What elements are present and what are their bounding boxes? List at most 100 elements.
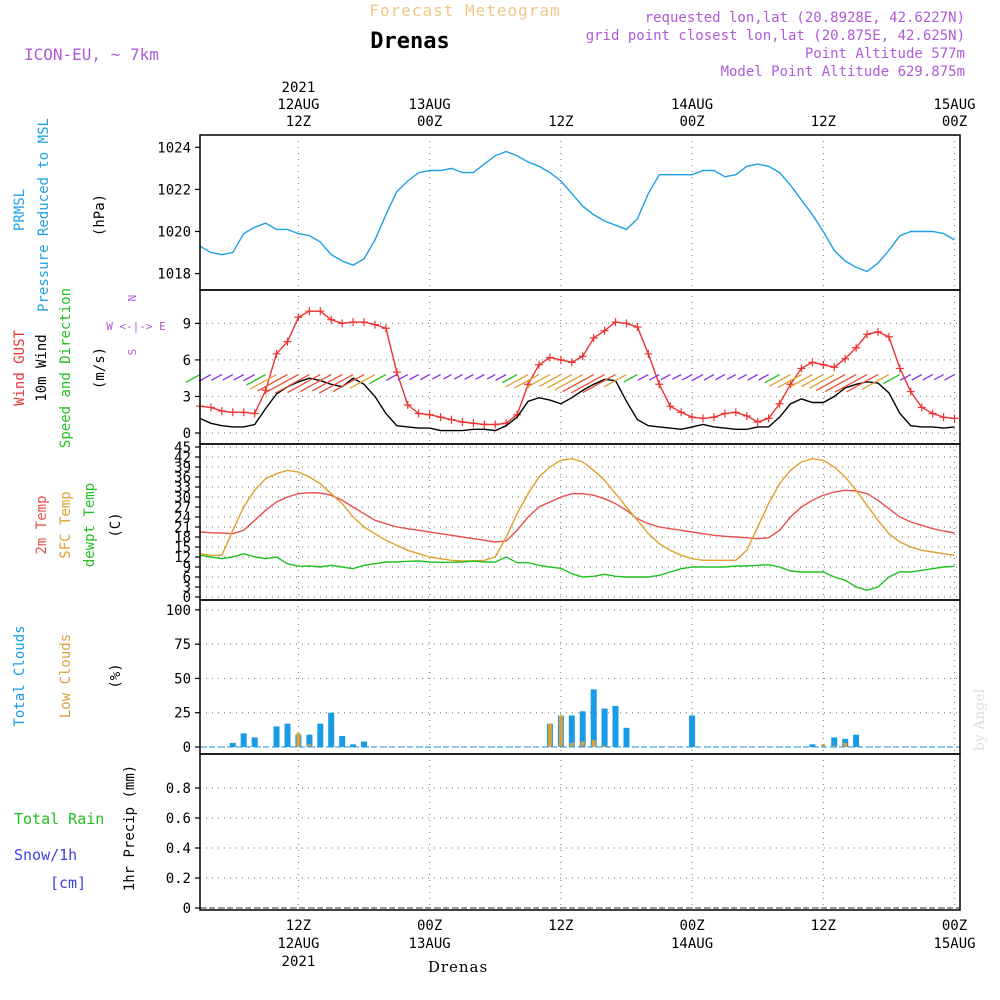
- wind-arrow: [547, 373, 573, 389]
- ytick-label-temp: 18: [174, 530, 191, 546]
- wind-arrow: [222, 373, 234, 381]
- compass-row: W <-|-> E: [106, 320, 166, 333]
- bar-low-clouds: [821, 744, 826, 747]
- gust-point: [228, 408, 237, 417]
- gust-point: [841, 354, 850, 363]
- wind-arrow: [582, 373, 616, 394]
- rain-label: Total Rain: [14, 810, 104, 828]
- gust-point: [906, 387, 915, 396]
- gust-point: [950, 414, 959, 423]
- temp-panel-labels: 2m Temp SFC Temp dewpt Temp (C): [34, 483, 124, 567]
- gust-point: [852, 343, 861, 352]
- gust-point: [327, 315, 336, 324]
- watermark: by Angel: [972, 688, 988, 751]
- gust-point: [699, 414, 708, 423]
- ytick-label-clouds: 25: [174, 706, 191, 722]
- wind-arrow: [243, 373, 255, 382]
- bottom-time-label: 00Z: [942, 918, 967, 934]
- wind-arrow: [312, 373, 343, 392]
- bar-total-clouds: [689, 715, 696, 747]
- top-time-label: 00Z: [942, 114, 967, 130]
- wind-arrow: [623, 373, 638, 383]
- wind-arrow: [265, 373, 299, 393]
- gust-point: [403, 400, 412, 409]
- gust-point: [589, 333, 598, 342]
- gust-point: [939, 413, 948, 422]
- bottom-location: Drenas: [428, 958, 488, 976]
- bar-total-clouds: [579, 711, 586, 747]
- series-line-sfc-temp: [199, 457, 955, 562]
- wind-arrow: [846, 373, 879, 393]
- bottom-time-label: 00Z: [417, 918, 442, 934]
- wind-arrow: [318, 373, 354, 394]
- gust-point: [578, 352, 587, 361]
- gust-point: [305, 307, 314, 316]
- ytick-label-temp: 39: [174, 460, 191, 476]
- ytick-label-clouds: 100: [166, 603, 191, 619]
- gust-point: [556, 355, 565, 364]
- panel-frame-wind: [199, 289, 961, 445]
- ytick-label-temp: 33: [174, 480, 191, 496]
- bar-total-clouds: [328, 712, 335, 747]
- bottom-time-label: 13AUG: [409, 936, 451, 952]
- gust-point: [250, 409, 259, 418]
- bottom-time-label: 12AUG: [277, 936, 319, 952]
- top-time-label: 13AUG: [409, 97, 451, 113]
- ytick-label-precip: 0.4: [166, 841, 191, 857]
- gust-point: [884, 332, 893, 341]
- prmsl-desc-label: Pressure Reduced to MSL: [36, 118, 52, 312]
- dewpt-label: dewpt Temp: [82, 483, 98, 567]
- wind-arrow: [210, 373, 223, 381]
- wind-arrow: [464, 373, 474, 380]
- gust-point: [349, 318, 358, 327]
- top-time-label: 00Z: [679, 114, 704, 130]
- bottom-time-label: 15AUG: [933, 936, 975, 952]
- gust-point: [644, 349, 653, 358]
- wind-arrow: [768, 373, 791, 387]
- ytick-label-clouds: 50: [174, 671, 191, 687]
- bar-total-clouds: [361, 741, 367, 747]
- wind-arrow: [944, 373, 955, 381]
- gust-point: [819, 360, 828, 369]
- wind-arrow: [562, 373, 594, 393]
- wind-arrow: [419, 373, 430, 381]
- gust-point: [425, 410, 434, 419]
- gust-point: [666, 402, 675, 411]
- wind-arrow: [648, 373, 660, 381]
- wind-arrow: [681, 373, 693, 381]
- wind10-label: 10m Wind: [34, 334, 50, 401]
- ytick-label-clouds: 75: [174, 637, 191, 653]
- gust-point: [491, 420, 500, 429]
- wind-arrow: [824, 373, 857, 393]
- snow-unit-label: [cm]: [50, 874, 86, 892]
- wind-arrow: [299, 373, 332, 393]
- bottom-time-label: 2021: [282, 954, 316, 970]
- bar-total-clouds: [831, 737, 838, 747]
- panel-frame-pressure: [199, 134, 961, 291]
- bar-total-clouds: [240, 733, 247, 747]
- gust-point: [360, 318, 369, 327]
- gust-point: [600, 326, 609, 335]
- gust-point: [534, 360, 543, 369]
- precip-panel-labels: Total Rain Snow/1h [cm] 1hr Precip (mm): [14, 765, 138, 892]
- wind-arrow: [453, 373, 463, 380]
- bar-low-clouds: [547, 723, 552, 747]
- gust-point: [381, 324, 390, 333]
- top-time-label: 14AUG: [671, 97, 713, 113]
- bar-total-clouds: [623, 727, 630, 747]
- low-clouds-label: Low Clouds: [58, 634, 74, 718]
- ytick-label-wind: 3: [183, 389, 191, 405]
- top-time-label: 12Z: [811, 114, 836, 130]
- ytick-label-precip: 0: [183, 901, 191, 917]
- bottom-time-label: 00Z: [679, 918, 704, 934]
- wind-arrow: [800, 373, 824, 388]
- gust-point: [873, 327, 882, 336]
- wind-arrow: [737, 373, 748, 380]
- bar-total-clouds: [284, 723, 291, 747]
- location-title: Drenas: [370, 29, 449, 54]
- bar-low-clouds: [591, 740, 596, 747]
- wind-arrow: [198, 373, 212, 382]
- model-altitude: Model Point Altitude 629.875m: [721, 64, 965, 80]
- wind-arrow: [672, 373, 682, 380]
- total-clouds-label: Total Clouds: [12, 625, 28, 726]
